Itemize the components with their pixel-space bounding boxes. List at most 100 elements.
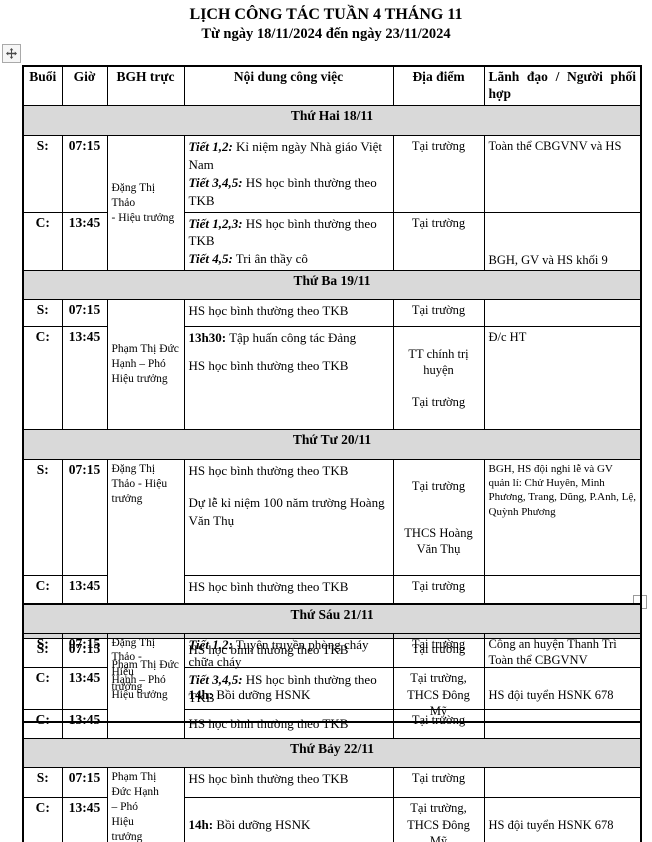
day-band-row: Thứ Hai 18/11 — [22, 104, 642, 136]
session-cell: C: — [22, 709, 63, 740]
partners-cell: Đ/c HT — [483, 326, 642, 430]
task-text: Kỉ niệm ngày Nhà giáo Việt Nam — [188, 138, 382, 172]
location-cell: Tại trường THCS Hoàng Văn Thụ — [392, 458, 485, 577]
task-line: 14h: Bồi dưỡng HSNK — [189, 816, 389, 834]
table-row: S: 07:15 Phạm Thị Đức Hạnh – Phó Hiệu tr… — [22, 299, 642, 430]
session-cell: C: — [22, 211, 63, 272]
day-band-row: Thứ Tư 20/11 — [22, 428, 642, 460]
location-cell: Tại trường — [392, 134, 485, 213]
task-text: HS học bình thường theo TKB — [188, 672, 377, 706]
session-cell: C: — [22, 797, 63, 842]
time-cell: 13:45 — [61, 326, 108, 430]
task-line: 13h30: Tập huấn công tác Đảng — [189, 329, 389, 347]
session-cell: S: — [22, 458, 63, 577]
time-cell: 13:45 — [61, 211, 108, 272]
session-cell: S: — [22, 767, 63, 799]
table-row: C: 13:45 14h: Bồi dưỡng HSNK Tại trường,… — [22, 797, 642, 842]
day-band-saturday: Thứ Bảy 22/11 — [22, 738, 642, 769]
time-cell: 07:15 — [61, 134, 108, 213]
tasks-cell: HS học bình thường theo TKB — [183, 299, 394, 328]
task-lead: Tiết 1,2,3: — [188, 215, 243, 231]
task-lead: Tiết 4,5: — [188, 251, 233, 267]
bgh-cell: Đặng Thị Thảo - Hiệu trưởng — [106, 134, 185, 272]
bgh-cell: Đặng Thị Thảo - Hiệu trưởng — [106, 458, 185, 610]
time-cell: 13:45 — [61, 797, 108, 842]
table-header-row: Buổi Giờ BGH trực Nội dung công việc Địa… — [22, 65, 642, 106]
day-band-row: Thứ Bảy 22/11 — [22, 738, 642, 769]
task-line: Tiết 1,2: Kỉ niệm ngày Nhà giáo Việt Nam — [189, 138, 389, 174]
page-title: LỊCH CÔNG TÁC TUẦN 4 THÁNG 11 — [189, 6, 463, 23]
table-row: S: 07:15 Đặng Thị Thảo - Hiệu trưởng Tiế… — [22, 632, 642, 740]
partners-line: Toàn thể CBGVNV — [488, 652, 588, 667]
time-cell: 13:45 — [61, 709, 108, 740]
table-row: S: 07:15 Đặng Thị Thảo - Hiệu trưởng HS … — [22, 458, 642, 610]
task-line: HS học bình thường theo TKB — [189, 302, 389, 320]
task-lead: 14h: — [188, 816, 214, 832]
partners-cell: Toàn thể CBGVNV và HS — [483, 134, 642, 213]
page-title-block: LỊCH CÔNG TÁC TUẦN 4 THÁNG 11 Từ ngày 18… — [0, 0, 652, 44]
session-cell: S: — [22, 632, 63, 711]
task-line: HS học bình thường theo TKB — [189, 462, 389, 480]
task-text: Tri ân thầy cô — [232, 251, 308, 267]
task-lead: Tiết 3,4,5: — [188, 672, 243, 688]
session-cell: C: — [22, 326, 63, 430]
header-cell-partners: Lãnh đạo / Người phối hợp — [483, 65, 642, 106]
task-line: Dự lễ kỉ niệm 100 năm trường Hoàng Văn T… — [189, 494, 389, 530]
task-line: Tiết 3,4,5: HS học bình thường theo TKB — [189, 174, 389, 210]
tasks-cell: HS học bình thường theo TKB Dự lễ kỉ niệ… — [183, 458, 394, 577]
task-lead: Tiết 1,2: — [188, 138, 233, 154]
tasks-cell: Tiết 1,2: Kỉ niệm ngày Nhà giáo Việt Nam… — [183, 134, 394, 213]
table-row: C: 13:45 HS học bình thường theo TKB Tại… — [22, 709, 642, 740]
partners-cell-empty — [483, 299, 642, 328]
partners-cell: Công an huyện Thanh Trì Toàn thể CBGVNV — [483, 632, 642, 711]
bgh-cell: Phạm Thị Đức Hạnh – Phó Hiệu trưởng — [106, 299, 185, 430]
task-text: HS học bình thường theo TKB — [188, 358, 349, 374]
task-text: HS học bình thường theo TKB — [188, 462, 349, 478]
task-line: Tiết 1,2: Tuyên truyền phòng cháy chữa c… — [189, 636, 389, 672]
day-band-row: Thứ Sáu 21/11 — [22, 603, 642, 634]
session-cell: S: — [22, 134, 63, 213]
location-line: THCS Hoàng Văn Thụ — [404, 525, 473, 556]
task-line: Tiết 3,4,5: HS học bình thường theo TKB — [189, 671, 389, 707]
task-text: Tuyên truyền phòng cháy chữa cháy — [188, 636, 369, 670]
partners-cell: BGH, GV và HS khối 9 — [483, 211, 642, 272]
task-text: Tập huấn công tác Đảng — [226, 330, 357, 346]
bgh-cell: Phạm Thị Đức Hạnh – Phó Hiệu trưởng — [106, 767, 185, 842]
day-band-wednesday: Thứ Tư 20/11 — [22, 428, 642, 460]
location-line: Tại trường — [411, 395, 466, 410]
task-text: HS học bình thường theo TKB — [188, 174, 377, 208]
table-row: S: 07:15 Đặng Thị Thảo - Hiệu trưởng Tiế… — [22, 134, 642, 272]
four-arrows-icon — [6, 48, 17, 59]
tasks-cell: 14h: Bồi dưỡng HSNK — [183, 797, 394, 842]
location-cell: TT chính trị huyện Tại trường — [392, 326, 485, 430]
day-band-monday: Thứ Hai 18/11 — [22, 104, 642, 136]
location-cell: Tại trường — [392, 767, 485, 799]
tasks-cell: Tiết 1,2: Tuyên truyền phòng cháy chữa c… — [183, 632, 394, 711]
location-cell: Tại trường — [392, 299, 485, 328]
task-line: Tiết 4,5: Tri ân thầy cô — [189, 250, 389, 268]
task-line: HS học bình thường theo TKB — [189, 578, 389, 596]
task-text: HS học bình thường theo TKB — [188, 716, 349, 732]
table-move-handle-icon[interactable] — [2, 44, 21, 63]
partners-cell-empty — [483, 709, 642, 740]
partners-cell-empty — [483, 767, 642, 799]
header-cell-tasks: Nội dung công việc — [183, 65, 394, 106]
task-line: HS học bình thường theo TKB — [189, 770, 389, 788]
bgh-cell: Đặng Thị Thảo - Hiệu trưởng — [106, 632, 185, 740]
task-lead: 13h30: — [188, 330, 227, 346]
day-band-row: Thứ Ba 19/11 — [22, 270, 642, 301]
day-band-tuesday: Thứ Ba 19/11 — [22, 270, 642, 301]
task-text: HS học bình thường theo TKB — [188, 579, 349, 595]
location-cell: Tại trường, THCS Đông Mỹ — [392, 797, 485, 842]
tasks-cell: Tiết 1,2,3: HS học bình thường theo TKB … — [183, 211, 394, 272]
location-cell: Tại trường — [392, 211, 485, 272]
header-cell-time: Giờ — [61, 65, 108, 106]
tasks-cell: 13h30: Tập huấn công tác Đảng HS học bìn… — [183, 326, 394, 430]
header-cell-location: Địa điểm — [392, 65, 485, 106]
table-row: C: 13:45 13h30: Tập huấn công tác Đảng H… — [22, 326, 642, 430]
task-line: HS học bình thường theo TKB — [189, 357, 389, 375]
time-cell: 07:15 — [61, 767, 108, 799]
header-cell-bgh: BGH trực — [106, 65, 185, 106]
table-row: S: 07:15 Phạm Thị Đức Hạnh – Phó Hiệu tr… — [22, 767, 642, 842]
